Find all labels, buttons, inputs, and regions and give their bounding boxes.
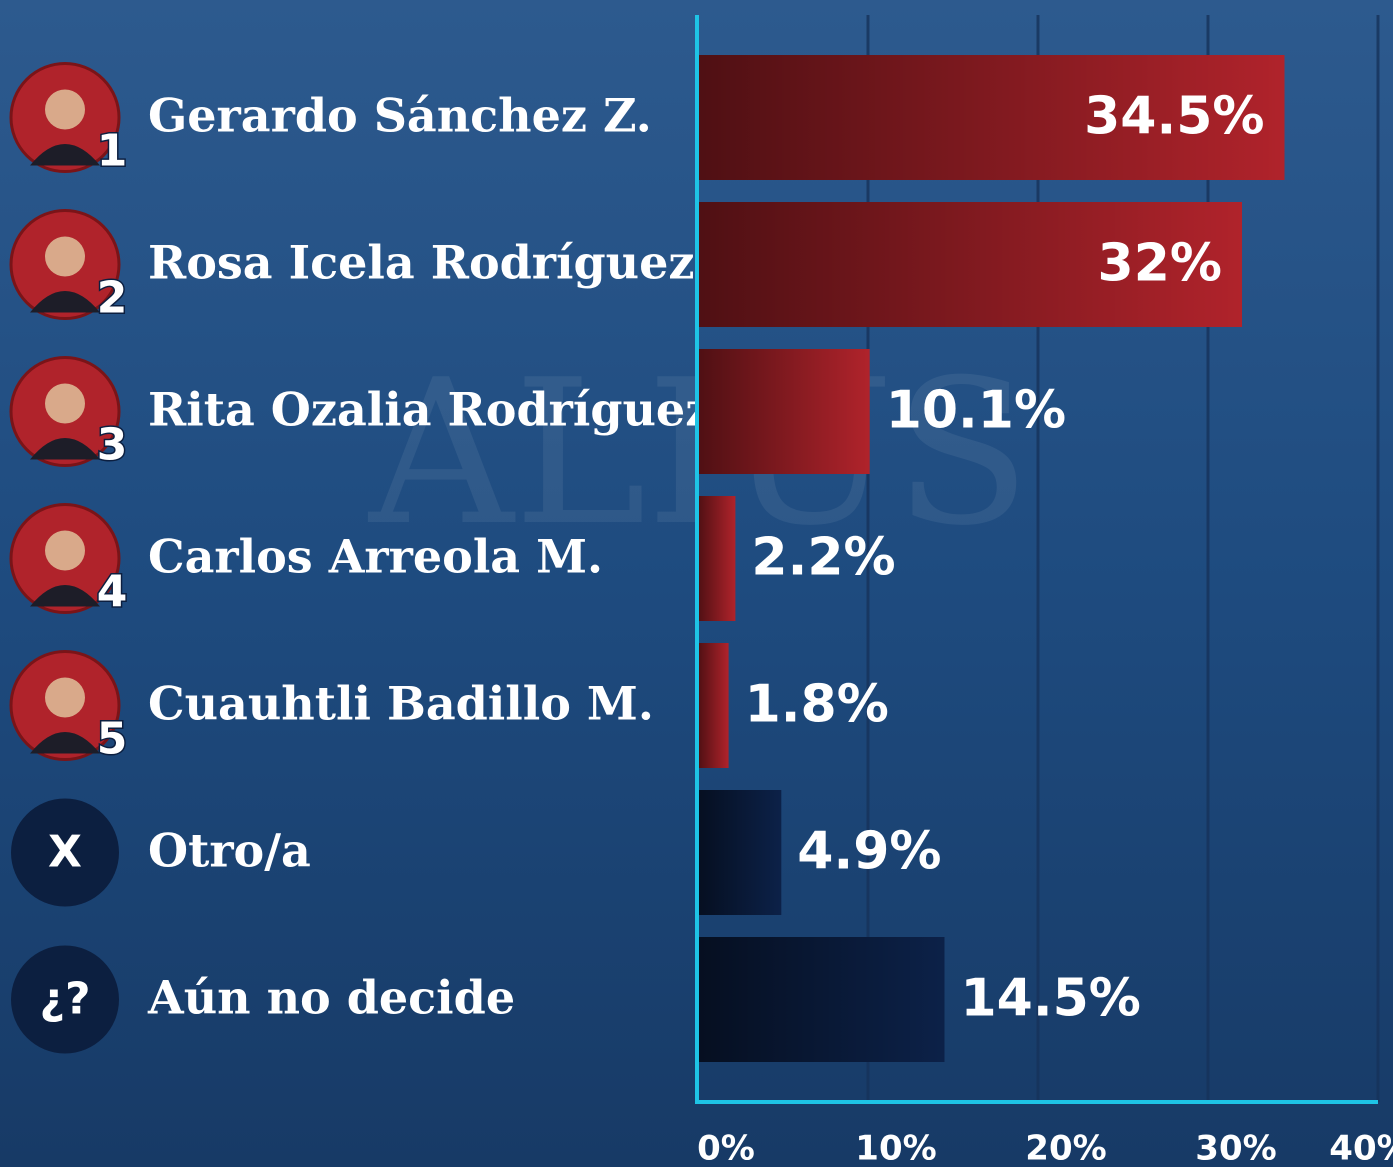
- category-label: Carlos Arreola M.: [148, 530, 603, 584]
- value-label: 34.5%: [1084, 87, 1264, 147]
- badge-number: 1: [97, 126, 128, 177]
- badge-circle: [11, 798, 119, 907]
- avatar-body: [30, 438, 100, 460]
- badge-symbol: X: [48, 827, 82, 878]
- category-label: Otro/a: [148, 824, 311, 878]
- value-label: 2.2%: [751, 528, 895, 588]
- avatar-body: [30, 732, 100, 754]
- badge-number: 4: [97, 567, 128, 618]
- category-label: Aún no decide: [147, 971, 515, 1025]
- x-tick-label: 20%: [1025, 1129, 1106, 1167]
- avatar-body: [30, 585, 100, 607]
- badge-number: 2: [97, 273, 128, 324]
- value-label: 10.1%: [886, 381, 1066, 441]
- x-tick-label: 40%: [1329, 1129, 1393, 1167]
- badge-number: 3: [97, 420, 128, 471]
- category-label: Rita Ozalia Rodríguez: [148, 383, 711, 437]
- value-label: 1.8%: [745, 675, 889, 735]
- badge-number: 5: [97, 714, 128, 765]
- bar: [698, 937, 945, 1062]
- bar: [698, 349, 870, 474]
- bar: [698, 643, 729, 768]
- x-tick-label: 30%: [1195, 1129, 1276, 1167]
- avatar-face: [45, 236, 85, 277]
- value-label: 32%: [1098, 234, 1222, 294]
- category-label: Cuauhtli Badillo M.: [148, 677, 654, 731]
- badge-circle: [11, 945, 119, 1054]
- avatar-body: [30, 291, 100, 313]
- avatar-face: [45, 530, 85, 571]
- x-tick-label: 0%: [697, 1129, 755, 1167]
- value-label: 4.9%: [797, 822, 941, 882]
- badge-symbol: ¿?: [39, 974, 90, 1025]
- avatar-body: [30, 144, 100, 166]
- category-label: Gerardo Sánchez Z.: [148, 89, 652, 143]
- avatar-face: [45, 677, 85, 718]
- value-label: 14.5%: [961, 969, 1141, 1029]
- bar: [698, 496, 736, 621]
- x-tick-label: 10%: [855, 1129, 936, 1167]
- avatar-face: [45, 89, 85, 130]
- bar: [698, 790, 782, 915]
- avatar-face: [45, 383, 85, 424]
- category-label: Rosa Icela Rodríguez: [148, 236, 695, 290]
